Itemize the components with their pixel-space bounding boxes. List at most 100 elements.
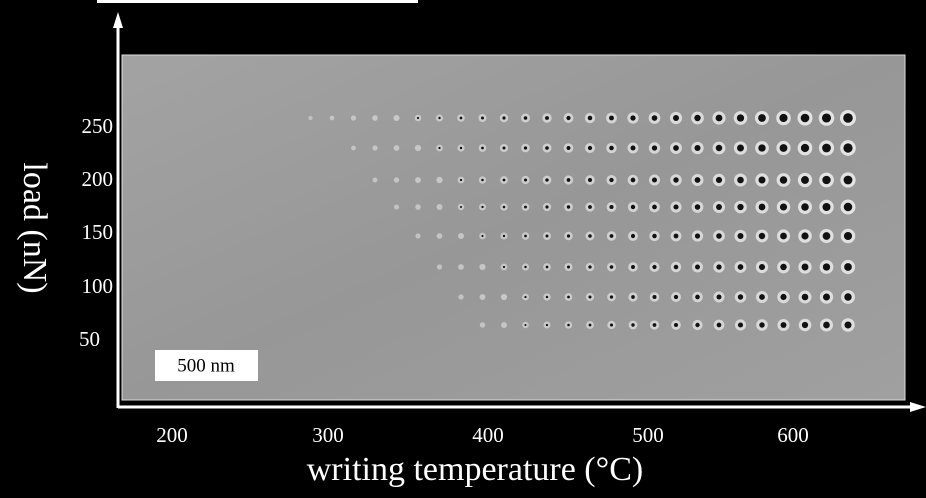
indent xyxy=(652,145,657,150)
indent xyxy=(694,115,700,121)
indent xyxy=(758,144,765,151)
indent xyxy=(524,116,528,120)
indent xyxy=(415,177,421,183)
indent xyxy=(437,264,442,269)
indent xyxy=(801,176,809,184)
x-tick-label: 600 xyxy=(777,423,809,447)
indent xyxy=(415,145,421,151)
indent xyxy=(802,322,808,328)
indent xyxy=(695,323,699,327)
indent xyxy=(394,145,400,151)
indent xyxy=(502,116,505,119)
indent xyxy=(716,233,722,239)
indent xyxy=(759,294,765,300)
indent xyxy=(716,204,722,210)
indent xyxy=(458,264,464,270)
indent xyxy=(415,204,421,210)
indent xyxy=(330,116,335,121)
indent xyxy=(822,113,831,122)
indent xyxy=(438,147,440,149)
y-tick-label: 100 xyxy=(82,274,114,298)
indent xyxy=(844,321,851,328)
indent xyxy=(738,322,743,327)
indent xyxy=(458,294,463,299)
indent xyxy=(524,178,527,181)
indent xyxy=(372,145,377,150)
indent xyxy=(759,204,766,211)
indent xyxy=(843,113,853,123)
indent xyxy=(717,323,722,328)
indent xyxy=(546,235,549,238)
indent xyxy=(844,263,852,271)
indent xyxy=(588,146,592,150)
indent xyxy=(609,116,614,121)
indent xyxy=(503,266,505,268)
indent xyxy=(631,323,634,326)
y-tick-label: 50 xyxy=(79,327,100,351)
indent xyxy=(716,145,722,151)
indent xyxy=(653,295,657,299)
indent xyxy=(501,322,507,328)
indent xyxy=(780,294,786,300)
indent xyxy=(716,115,723,122)
indent xyxy=(802,264,809,271)
indent xyxy=(460,206,462,208)
indent xyxy=(758,176,765,183)
indent xyxy=(652,115,658,121)
indent xyxy=(394,177,399,182)
indent xyxy=(823,322,830,329)
indent xyxy=(588,265,591,268)
indent xyxy=(351,115,356,120)
indent xyxy=(674,234,679,239)
indent xyxy=(822,176,830,184)
indent xyxy=(673,204,678,209)
indent xyxy=(567,234,570,237)
indent xyxy=(652,265,656,269)
indent xyxy=(738,294,743,299)
indent xyxy=(460,117,463,120)
indent xyxy=(566,116,570,120)
figure: 250 200 150 100 50 200 300 400 500 600 w… xyxy=(0,0,926,498)
indent xyxy=(844,176,853,185)
indent xyxy=(780,144,788,152)
indent xyxy=(695,233,700,238)
indent xyxy=(481,147,484,150)
indent xyxy=(758,114,766,122)
indent xyxy=(844,232,852,240)
indent xyxy=(779,114,787,122)
indent xyxy=(524,146,527,149)
indent xyxy=(588,116,593,121)
top-bar xyxy=(97,0,418,3)
indent xyxy=(843,143,852,152)
indent xyxy=(437,204,443,210)
indent xyxy=(781,322,787,328)
indent xyxy=(394,204,399,209)
indent xyxy=(567,146,571,150)
indent xyxy=(546,324,548,326)
indent xyxy=(610,265,614,269)
indent xyxy=(501,294,507,300)
indent xyxy=(393,115,399,121)
indent xyxy=(737,114,744,121)
indent xyxy=(480,294,486,300)
indent xyxy=(631,295,635,299)
indent xyxy=(631,146,636,151)
y-tick-label: 250 xyxy=(82,114,114,138)
indent xyxy=(780,233,787,240)
indent xyxy=(652,205,657,210)
indent xyxy=(589,324,592,327)
indent xyxy=(503,179,506,182)
indent xyxy=(460,147,462,149)
indent xyxy=(524,206,527,209)
indent xyxy=(524,235,527,238)
indent xyxy=(631,234,635,238)
indent xyxy=(524,296,526,298)
indent xyxy=(801,203,809,211)
indent xyxy=(481,206,483,208)
indent xyxy=(503,206,506,209)
indent xyxy=(481,179,484,182)
indent xyxy=(716,177,722,183)
indent xyxy=(567,205,570,208)
indent xyxy=(415,233,420,238)
indent xyxy=(546,296,548,298)
